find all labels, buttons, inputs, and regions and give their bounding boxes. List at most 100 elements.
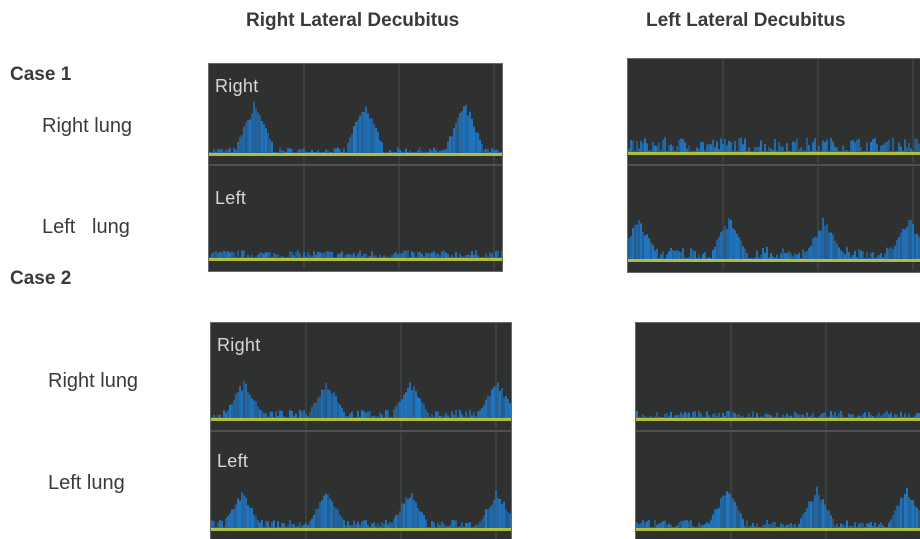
doppler-spectral-bar [433, 251, 435, 259]
doppler-spectral-bar [365, 253, 367, 259]
doppler-spectral-bar [475, 525, 477, 529]
doppler-spectral-bar [271, 411, 273, 419]
doppler-spectral-bar [487, 395, 489, 419]
doppler-spectral-bar [688, 412, 690, 419]
doppler-spectral-bar [804, 511, 806, 529]
doppler-spectral-bar [768, 524, 770, 529]
doppler-spectral-bar [800, 414, 802, 419]
doppler-spectral-bar [892, 249, 894, 260]
doppler-spectral-bar [499, 499, 501, 529]
doppler-spectral-bar [253, 514, 255, 529]
doppler-spectral-bar [271, 141, 273, 154]
doppler-spectral-bar [495, 149, 497, 154]
doppler-spectral-bar [766, 246, 768, 260]
doppler-spectral-bar [630, 236, 632, 260]
doppler-spectral-bar [227, 409, 229, 419]
doppler-spectral-bar [461, 522, 463, 529]
doppler-spectral-bar [638, 220, 640, 260]
doppler-spectral-bar [253, 101, 255, 154]
doppler-spectral-bar [840, 250, 842, 260]
doppler-spectral-bar [213, 520, 215, 529]
doppler-spectral-bar [247, 392, 249, 419]
doppler-spectral-bar [381, 414, 383, 419]
doppler-spectral-bar [652, 245, 654, 260]
doppler-spectral-bar [688, 257, 690, 260]
doppler-spectral-bar [870, 521, 872, 529]
doppler-spectral-bar [363, 520, 365, 529]
doppler-spectral-bar [914, 233, 916, 260]
doppler-spectral-bar [475, 416, 477, 419]
doppler-spectral-bar [628, 148, 630, 153]
doppler-spectral-bar [291, 523, 293, 529]
doppler-spectral-bar [702, 525, 704, 529]
doppler-spectral-bar [898, 236, 900, 260]
doppler-spectral-bar [904, 413, 906, 419]
doppler-spectral-bar [387, 409, 389, 419]
doppler-spectral-bar [505, 395, 507, 419]
doppler-spectral-bar [451, 520, 453, 529]
doppler-spectral-bar [477, 411, 479, 419]
doppler-spectral-bar [293, 524, 295, 529]
doppler-spectral-bar [235, 504, 237, 529]
doppler-spectral-bar [407, 250, 409, 259]
case-1-right-decubitus-waveforms [209, 64, 502, 269]
doppler-spectral-bar [862, 523, 864, 529]
doppler-spectral-bar [862, 413, 864, 419]
doppler-spectral-bar [447, 141, 449, 154]
doppler-spectral-bar [357, 521, 359, 529]
doppler-spectral-bar [365, 106, 367, 154]
doppler-spectral-bar [467, 254, 469, 259]
doppler-spectral-bar [812, 501, 814, 529]
doppler-spectral-bar [289, 148, 291, 154]
doppler-spectral-bar [636, 411, 638, 419]
doppler-spectral-bar [804, 150, 806, 153]
doppler-spectral-bar [219, 414, 221, 419]
doppler-spectral-bar [415, 502, 417, 529]
doppler-spectral-bar [660, 416, 662, 419]
doppler-spectral-bar [269, 411, 271, 419]
doppler-spectral-bar [718, 507, 720, 529]
doppler-spectral-bar [634, 224, 636, 260]
doppler-spectral-bar [758, 257, 760, 260]
doppler-spectral-bar [217, 522, 219, 529]
doppler-spectral-bar [856, 139, 858, 153]
doppler-spectral-bar [215, 250, 217, 259]
doppler-spectral-bar [664, 137, 666, 153]
doppler-spectral-bar [303, 252, 305, 259]
doppler-spectral-bar [642, 143, 644, 153]
doppler-spectral-bar [301, 525, 303, 529]
doppler-spectral-bar [834, 240, 836, 260]
doppler-spectral-bar [918, 236, 920, 260]
doppler-spectral-bar [335, 508, 337, 529]
doppler-spectral-bar [409, 382, 411, 419]
doppler-spectral-bar [223, 151, 225, 154]
doppler-spectral-bar [481, 407, 483, 419]
doppler-spectral-bar [259, 522, 261, 529]
doppler-spectral-bar [904, 229, 906, 260]
doppler-spectral-bar [317, 508, 319, 529]
doppler-spectral-bar [351, 134, 353, 154]
doppler-spectral-bar [269, 251, 271, 259]
doppler-spectral-bar [806, 412, 808, 419]
doppler-spectral-bar [379, 526, 381, 529]
doppler-spectral-bar [495, 490, 497, 529]
doppler-spectral-bar [788, 524, 790, 529]
doppler-spectral-bar [339, 404, 341, 419]
doppler-spectral-bar [391, 522, 393, 529]
doppler-spectral-bar [674, 250, 676, 260]
doppler-spectral-bar [281, 149, 283, 154]
doppler-spectral-bar [491, 504, 493, 529]
doppler-spectral-bar [375, 526, 377, 529]
doppler-spectral-bar [914, 138, 916, 153]
doppler-spectral-bar [453, 414, 455, 419]
doppler-spectral-bar [776, 150, 778, 153]
doppler-spectral-bar [914, 505, 916, 529]
doppler-spectral-bar [660, 522, 662, 529]
doppler-spectral-bar [916, 138, 918, 153]
doppler-spectral-bar [491, 147, 493, 154]
doppler-spectral-bar [509, 403, 511, 419]
doppler-spectral-bar [287, 148, 289, 154]
doppler-spectral-bar [337, 402, 339, 419]
doppler-spectral-bar [247, 505, 249, 529]
doppler-spectral-bar [273, 253, 275, 259]
